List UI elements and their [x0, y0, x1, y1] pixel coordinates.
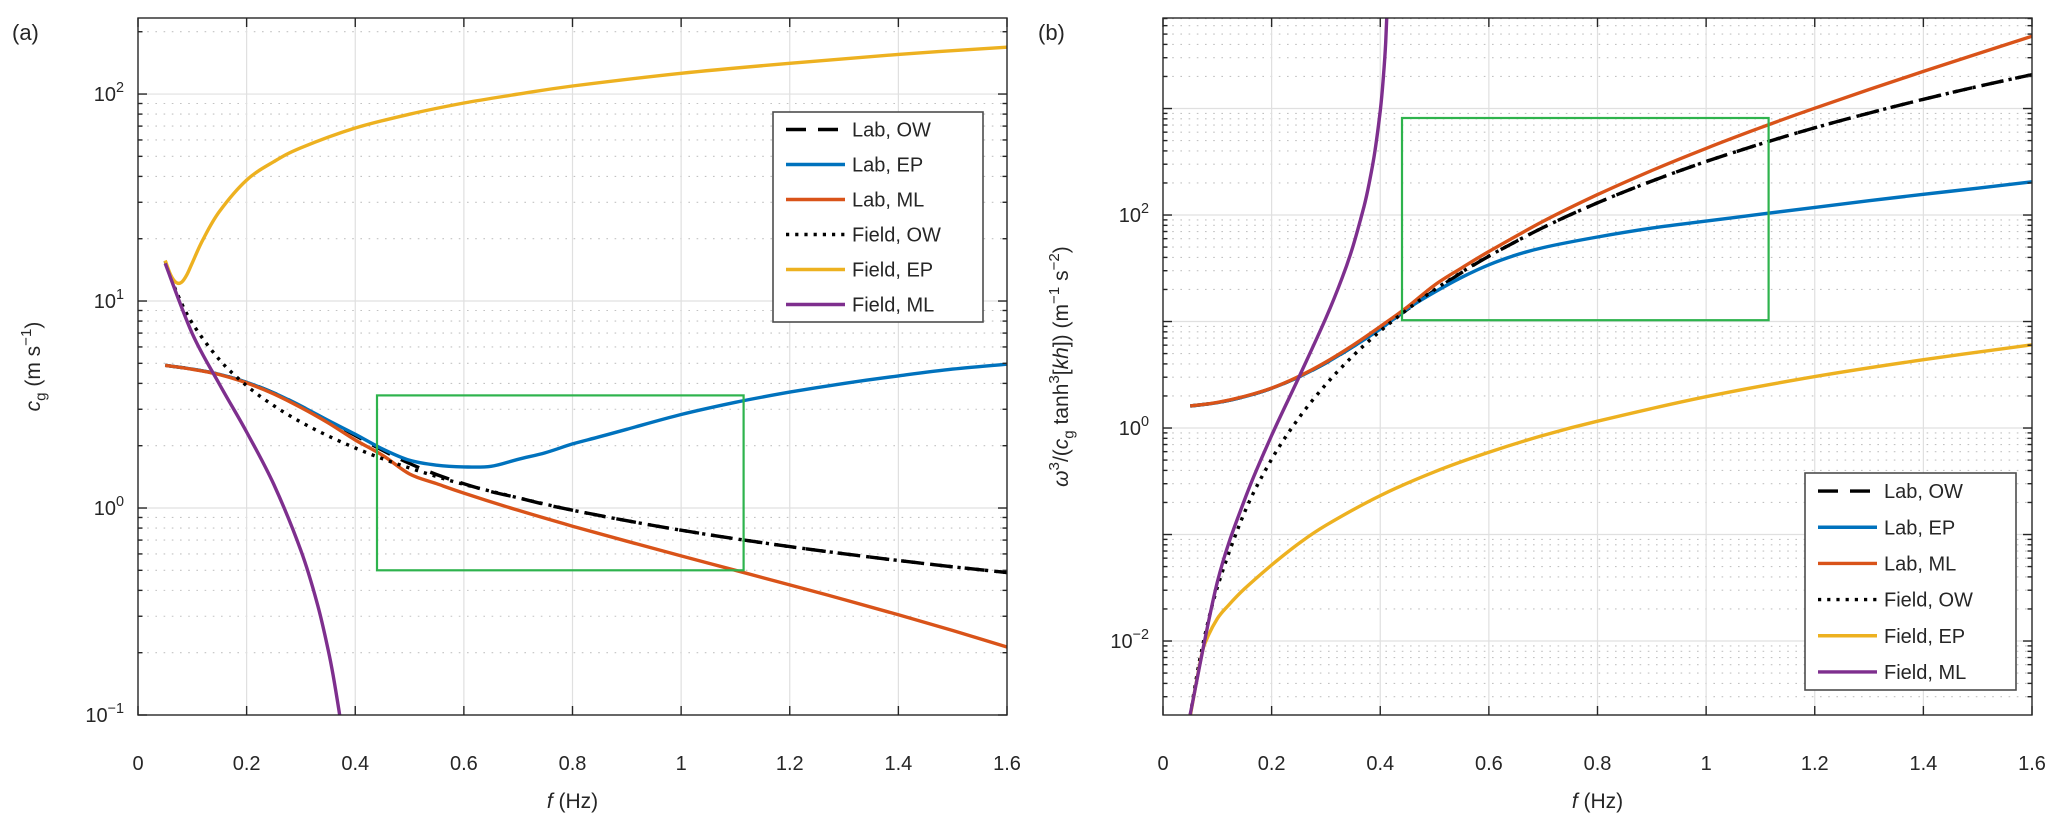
y-tick-label: 102 — [94, 80, 124, 106]
x-tick-label: 1 — [676, 753, 687, 775]
y-tick-label: 102 — [1119, 201, 1149, 227]
curve-lab-ml — [164, 363, 1007, 649]
panel-tag: (b) — [1038, 20, 1065, 45]
y-tick-label: 100 — [94, 494, 124, 520]
y-tick-label: 101 — [94, 287, 124, 313]
legend-label-lab-ep: Lab, EP — [1884, 517, 1955, 539]
x-tick-label: 1.2 — [776, 753, 804, 775]
x-tick-label: 0.4 — [341, 753, 369, 775]
x-tick-label: 1.6 — [993, 753, 1021, 775]
x-tick-label: 1 — [1701, 753, 1712, 775]
legend-label-field-ow: Field, OW — [852, 225, 941, 247]
axes — [137, 17, 1008, 716]
legend — [772, 111, 984, 323]
x-tick-label: 0.4 — [1366, 753, 1394, 775]
y-axis-label: ω3/(cg tanh3[kh]) (m−1 s−2) — [1046, 246, 1078, 487]
y-tick-label: 100 — [1119, 414, 1149, 440]
x-tick-label: 0.6 — [1475, 753, 1503, 775]
legend-label-lab-ep: Lab, EP — [852, 155, 923, 177]
legend-label-field-ow: Field, OW — [1884, 590, 1973, 612]
highlight-box — [1400, 116, 1770, 322]
legend — [1804, 472, 2017, 691]
x-tick-label: 1.4 — [1909, 753, 1937, 775]
x-axis-label: f (Hz) — [547, 790, 598, 813]
x-tick-label: 0.6 — [450, 753, 478, 775]
x-tick-label: 0 — [1157, 753, 1168, 775]
x-tick-label: 0.2 — [1258, 753, 1286, 775]
curve-lab-ml — [1189, 34, 2032, 408]
curve-field-ow — [163, 260, 1007, 575]
y-tick-label: 10−1 — [85, 701, 124, 727]
panel-a — [137, 17, 1008, 716]
x-tick-label: 1.6 — [2018, 753, 2046, 775]
legend-label-lab-ow: Lab, OW — [1884, 481, 1963, 503]
y-tick-label: 10−2 — [1110, 627, 1149, 653]
curves — [163, 45, 1007, 715]
curve-field-ep — [163, 45, 1007, 286]
legend-label-field-ep: Field, EP — [1884, 626, 1965, 648]
x-tick-label: 0.8 — [559, 753, 587, 775]
highlight-box — [375, 394, 745, 572]
legend-label-field-ml: Field, ML — [1884, 662, 1966, 684]
x-axis-label: f (Hz) — [1572, 790, 1623, 813]
curves — [1188, 18, 2032, 715]
panel-b — [1162, 17, 2033, 716]
curve-field-ml — [1188, 18, 1389, 715]
x-tick-label: 0 — [132, 753, 143, 775]
legend-label-lab-ow: Lab, OW — [852, 120, 931, 142]
x-tick-label: 1.4 — [884, 753, 912, 775]
curve-field-ml — [163, 262, 342, 715]
curve-field-ep — [1188, 343, 2032, 715]
x-tick-label: 0.8 — [1584, 753, 1612, 775]
legend-label-field-ml: Field, ML — [852, 295, 934, 317]
legend-label-lab-ml: Lab, ML — [852, 190, 924, 212]
legend-label-field-ep: Field, EP — [852, 260, 933, 282]
axes — [1162, 17, 2033, 716]
x-tick-label: 0.2 — [233, 753, 261, 775]
legend-label-lab-ml: Lab, ML — [1884, 553, 1956, 575]
panel-tag: (a) — [12, 20, 39, 45]
x-tick-label: 1.2 — [1801, 753, 1829, 775]
curve-lab-ow — [1189, 72, 2032, 408]
y-axis-label: cg (m s−1) — [18, 322, 50, 412]
